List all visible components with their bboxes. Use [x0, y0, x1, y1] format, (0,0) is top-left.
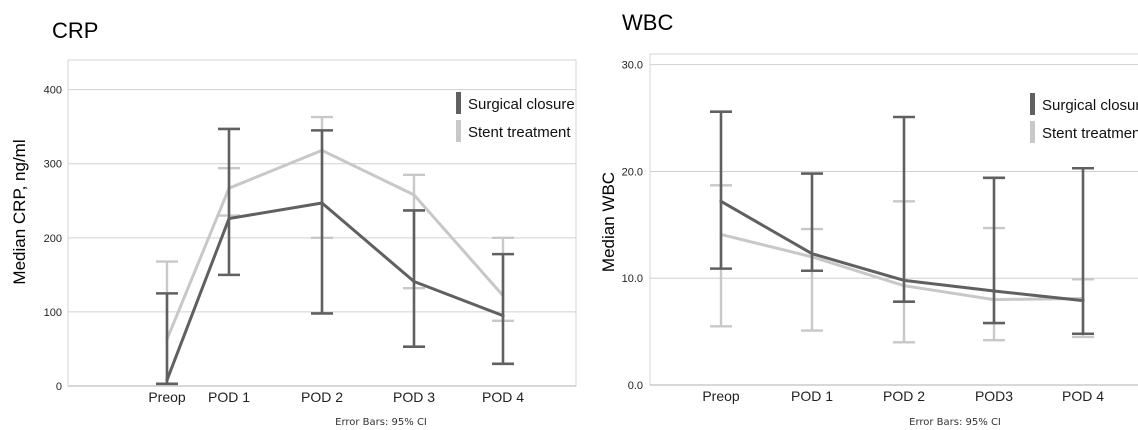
crp-surgical-closure-line — [165, 201, 504, 381]
wbc-chart-title: WBC — [622, 10, 673, 35]
crp-surgical-closure-point — [501, 314, 505, 318]
crp-x-tick-label: Preop — [148, 389, 186, 405]
crp-error-bar-note: Error Bars: 95% CI — [335, 417, 427, 428]
crp-legend-swatch-surgical-closure — [456, 92, 461, 114]
crp-surgical-closure-point — [165, 378, 169, 382]
crp-legend-label-surgical-closure: Surgical closure — [468, 96, 575, 113]
wbc-y-tick-label: 10.0 — [622, 273, 643, 285]
crp-x-tick-label: POD 4 — [482, 389, 524, 405]
wbc-y-tick-label: 0.0 — [628, 380, 643, 392]
wbc-surgical-closure-point — [902, 278, 906, 282]
wbc-error-bar-note: Error Bars: 95% CI — [909, 417, 1001, 428]
crp-y-tick-label: 0 — [56, 381, 62, 393]
crp-y-tick-label: 100 — [44, 307, 62, 319]
crp-x-tick-label: POD 1 — [208, 389, 250, 405]
crp-y-tick-label: 400 — [44, 85, 62, 97]
wbc-x-tick-label: Preop — [702, 388, 740, 404]
crp-x-tick-label: POD 3 — [393, 389, 435, 405]
crp-surgical-closure-point — [227, 216, 231, 221]
crp-legend-label-stent-treatment: Stent treatment — [468, 124, 571, 141]
wbc-legend-label-stent-treatment: Stent treatment — [1042, 125, 1138, 142]
crp-legend-swatch-stent-treatment — [456, 120, 461, 142]
crp-x-tick-label: POD 2 — [301, 389, 343, 405]
wbc-surgical-closure-point — [992, 289, 996, 293]
crp-y-axis-label: Median CRP, ng/ml — [10, 139, 29, 284]
wbc-x-tick-label: POD 1 — [791, 388, 833, 404]
wbc-x-tick-label: POD 2 — [883, 388, 925, 404]
wbc-surgical-closure-point — [1081, 299, 1085, 303]
wbc-y-tick-label: 30.0 — [622, 60, 643, 72]
crp-y-tick-label: 300 — [44, 159, 62, 171]
crp-y-tick-label: 200 — [44, 233, 62, 245]
wbc-y-axis-label: Median WBC — [599, 172, 618, 272]
wbc-surgical-closure-point — [810, 252, 814, 256]
wbc-legend-swatch-surgical-closure — [1030, 93, 1035, 115]
wbc-chart: WBC Median WBC 0.0 10.0 20.0 30.0 Preop POD … — [599, 10, 1138, 428]
wbc-x-tick-label: POD3 — [975, 388, 1013, 404]
crp-surgical-closure-point — [320, 201, 324, 205]
wbc-legend-label-surgical-closure: Surgical closure — [1042, 97, 1138, 114]
wbc-legend-swatch-stent-treatment — [1030, 121, 1035, 143]
crp-chart: CRP Median CRP, ng/ml 0 100 200 300 400 Preo… — [10, 18, 577, 428]
wbc-y-tick-label: 20.0 — [622, 166, 643, 178]
wbc-surgical-closure-point — [719, 199, 723, 203]
crp-chart-title: CRP — [52, 18, 98, 43]
wbc-x-tick-label: POD 4 — [1062, 388, 1104, 404]
crp-stent-treatment-point — [412, 193, 416, 197]
crp-surgical-closure-point — [412, 279, 416, 284]
wbc-stent-treatment-line — [720, 232, 1084, 302]
